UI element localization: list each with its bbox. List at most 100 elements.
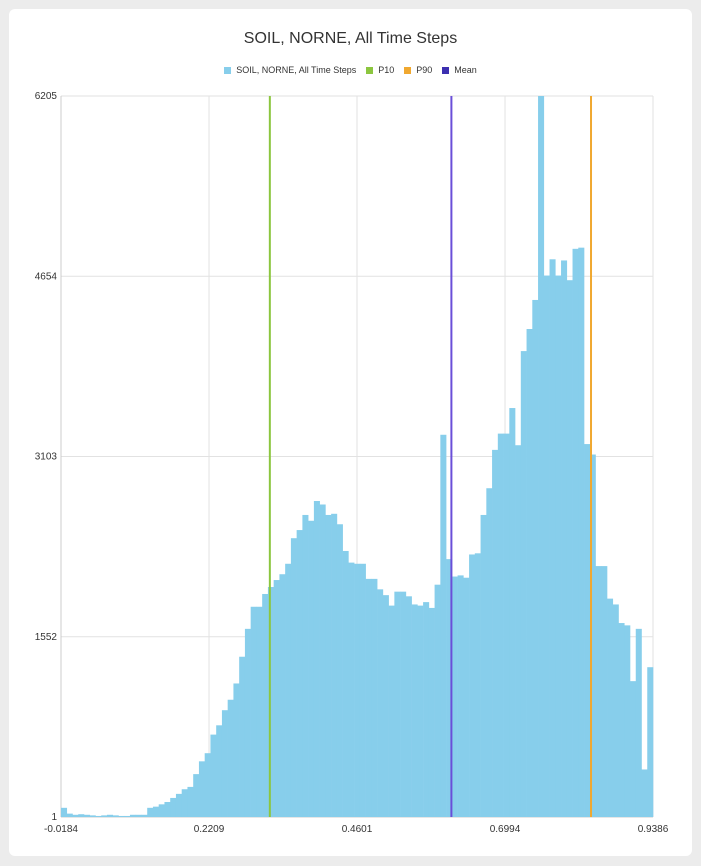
histogram-bar[interactable] [503, 433, 510, 817]
histogram-bar[interactable] [313, 501, 320, 817]
histogram-bar[interactable] [520, 351, 527, 817]
histogram-bar[interactable] [647, 667, 654, 817]
histogram-bar[interactable] [354, 563, 361, 817]
histogram-bar[interactable] [497, 433, 504, 817]
histogram-bar[interactable] [549, 259, 556, 817]
histogram-bar[interactable] [164, 802, 171, 817]
histogram-bar[interactable] [233, 683, 240, 817]
histogram-bar[interactable] [405, 596, 412, 817]
histogram-bar[interactable] [78, 814, 85, 817]
histogram-bar[interactable] [618, 623, 625, 817]
histogram-bar[interactable] [152, 806, 160, 817]
histogram-bar[interactable] [181, 789, 188, 817]
histogram-bar[interactable] [446, 559, 453, 817]
histogram-bar[interactable] [319, 504, 326, 817]
histogram-bar[interactable] [607, 598, 614, 817]
histogram-bar[interactable] [129, 814, 137, 817]
histogram-bar[interactable] [538, 96, 545, 817]
histogram-bar[interactable] [204, 753, 211, 817]
histogram-bar[interactable] [296, 530, 303, 817]
histogram-bar[interactable] [273, 580, 280, 817]
histogram-bar[interactable] [423, 602, 430, 817]
histogram-bar[interactable] [112, 815, 119, 817]
histogram-bar[interactable] [440, 434, 447, 817]
histogram-bar[interactable] [336, 524, 343, 817]
histogram-bar[interactable] [612, 604, 619, 817]
histogram-bar[interactable] [515, 445, 522, 817]
histogram-bar[interactable] [394, 591, 401, 817]
histogram-bar[interactable] [463, 577, 470, 817]
histogram-bar[interactable] [417, 605, 424, 817]
histogram-bar[interactable] [624, 625, 631, 817]
histogram-bar[interactable] [457, 575, 464, 817]
histogram-bar[interactable] [175, 793, 182, 817]
histogram-bar[interactable] [141, 814, 148, 817]
histogram-bar[interactable] [532, 299, 539, 818]
histogram-bar[interactable] [66, 813, 73, 817]
histogram-bar[interactable] [325, 514, 332, 817]
histogram-bar[interactable] [256, 606, 263, 817]
histogram-bar[interactable] [95, 815, 102, 817]
histogram-bar[interactable] [382, 595, 389, 817]
histogram-bar[interactable] [135, 814, 142, 817]
histogram-bar[interactable] [359, 563, 366, 817]
histogram-bar[interactable] [365, 578, 372, 817]
histogram-bar[interactable] [227, 699, 234, 817]
histogram-bar[interactable] [388, 605, 395, 817]
histogram-bar[interactable] [198, 761, 205, 817]
histogram-bar[interactable] [589, 454, 596, 817]
histogram-bar[interactable] [308, 520, 315, 817]
histogram-bar[interactable] [331, 513, 338, 817]
histogram-bar[interactable] [635, 628, 642, 817]
histogram-bar[interactable] [124, 815, 131, 817]
histogram-bar[interactable] [480, 514, 487, 817]
histogram-bar[interactable] [411, 604, 418, 817]
histogram-bar[interactable] [250, 606, 257, 817]
histogram-bar[interactable] [210, 734, 217, 817]
histogram-bar[interactable] [566, 280, 573, 818]
histogram-bar[interactable] [400, 591, 407, 817]
legend-item-p90[interactable]: P90 [404, 65, 432, 75]
histogram-bar[interactable] [630, 681, 637, 817]
histogram-bar[interactable] [187, 786, 194, 817]
histogram-bar[interactable] [348, 562, 355, 817]
histogram-bar[interactable] [106, 814, 114, 817]
legend-item-p10[interactable]: P10 [366, 65, 394, 75]
histogram-bar[interactable] [147, 807, 154, 817]
histogram-bar[interactable] [158, 804, 165, 817]
histogram-bar[interactable] [371, 578, 378, 817]
histogram-bar[interactable] [285, 563, 292, 817]
histogram-bar[interactable] [279, 574, 286, 817]
legend-item-mean[interactable]: Mean [442, 65, 477, 75]
histogram-bar[interactable] [469, 554, 476, 817]
histogram-bar[interactable] [434, 584, 441, 817]
histogram-bar[interactable] [118, 815, 125, 817]
histogram-bar[interactable] [221, 710, 228, 817]
histogram-bar[interactable] [342, 550, 349, 817]
histogram-bar[interactable] [584, 444, 591, 817]
histogram-bar[interactable] [526, 329, 533, 817]
histogram-bar[interactable] [561, 260, 568, 817]
legend-item-histogram[interactable]: SOIL, NORNE, All Time Steps [224, 65, 356, 75]
histogram-bar[interactable] [641, 769, 648, 817]
histogram-bar[interactable] [216, 725, 223, 817]
histogram-bar[interactable] [83, 814, 91, 817]
histogram-bar[interactable] [578, 247, 585, 818]
histogram-bar[interactable] [244, 628, 251, 817]
histogram-bar[interactable] [428, 607, 435, 817]
histogram-bar[interactable] [239, 656, 246, 817]
histogram-bar[interactable] [302, 514, 309, 817]
histogram-bar[interactable] [595, 566, 602, 817]
histogram-bar[interactable] [262, 593, 269, 817]
histogram-bar[interactable] [89, 815, 96, 817]
histogram-bar[interactable] [101, 815, 108, 817]
histogram-bar[interactable] [492, 449, 499, 817]
histogram-bar[interactable] [509, 408, 516, 817]
histogram-bar[interactable] [474, 553, 481, 817]
histogram-bar[interactable] [170, 797, 177, 817]
histogram-bar[interactable] [267, 587, 274, 817]
histogram-bar[interactable] [290, 538, 297, 817]
histogram-bar[interactable] [193, 774, 200, 817]
histogram-bar[interactable] [555, 275, 562, 817]
histogram-bar[interactable] [486, 488, 493, 817]
